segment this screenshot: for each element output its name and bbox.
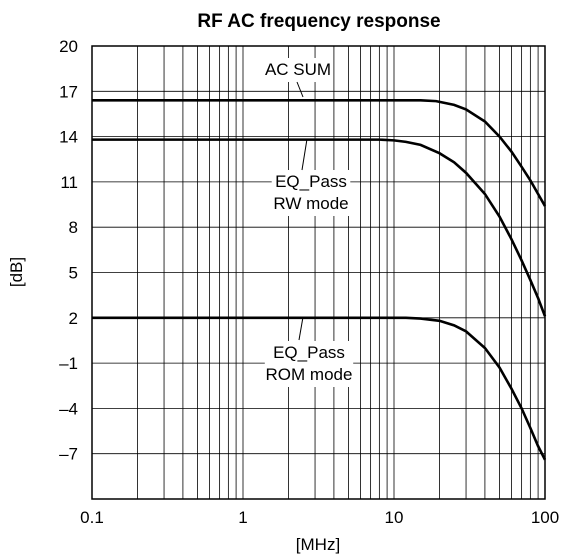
- x-tick-label: 1: [238, 508, 247, 527]
- x-tick-label: 0.1: [80, 508, 104, 527]
- response-curves: [92, 100, 545, 459]
- annotation-leader-line: [299, 317, 303, 340]
- series-line: [92, 140, 545, 317]
- y-tick-label: –1: [59, 354, 78, 373]
- y-tick-label: –4: [59, 399, 78, 418]
- x-tick-label: 100: [531, 508, 559, 527]
- curve-annotation-label: EQ_Pass: [273, 343, 345, 362]
- series-line: [92, 318, 545, 460]
- curve-annotation-label: RW mode: [273, 194, 348, 213]
- curve-annotation-label: ROM mode: [266, 365, 353, 384]
- grid-lines: [92, 46, 545, 499]
- y-tick-label: 8: [69, 218, 78, 237]
- y-tick-label: 17: [59, 82, 78, 101]
- chart-title: RF AC frequency response: [197, 11, 440, 32]
- y-tick-label: –7: [59, 445, 78, 464]
- y-tick-label: 11: [60, 173, 78, 192]
- y-tick-label: 2: [69, 309, 78, 328]
- curve-annotation-label: EQ_Pass: [275, 172, 347, 191]
- annotation-leader-line: [297, 82, 303, 97]
- x-axis-label: [MHz]: [296, 535, 340, 554]
- curve-annotations: AC SUM EQ_Pass RW mode EQ_Pass ROM mode: [264, 58, 354, 387]
- y-tick-label: 5: [69, 264, 78, 283]
- y-axis-label: [dB]: [7, 257, 26, 287]
- x-tick-label: 10: [385, 508, 404, 527]
- y-tick-label: 20: [59, 37, 78, 56]
- curve-annotation-label: AC SUM: [265, 60, 331, 79]
- annotation-leader-line: [302, 139, 307, 170]
- y-tick-label: 14: [59, 128, 78, 147]
